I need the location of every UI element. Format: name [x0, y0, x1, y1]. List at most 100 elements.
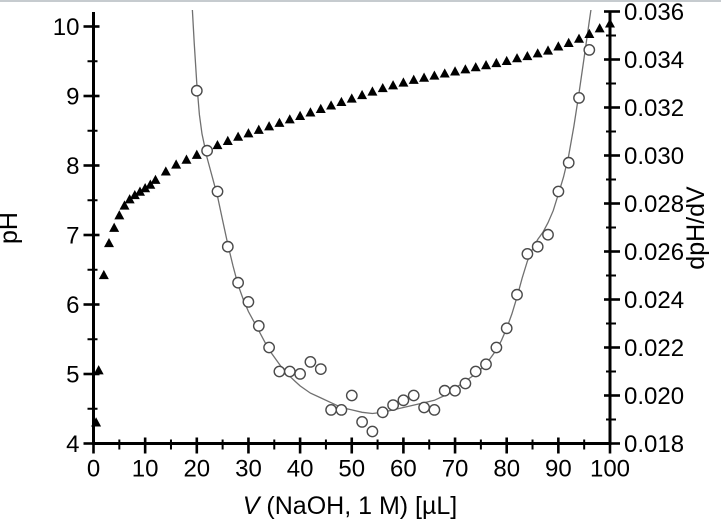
- ph-data-point: [191, 149, 202, 159]
- ph-data-point: [481, 60, 492, 70]
- derivative-data-point: [428, 403, 441, 416]
- derivative-data-point: [511, 288, 523, 301]
- derivative-data-point: [387, 399, 399, 411]
- x-tick-label: 90: [545, 456, 572, 483]
- ph-data-point: [150, 174, 161, 184]
- derivative-data-point: [469, 365, 482, 378]
- x-tick-label: 70: [442, 456, 469, 483]
- derivative-data-point: [273, 365, 286, 378]
- ph-data-point: [114, 210, 125, 220]
- ph-data-point: [584, 28, 595, 38]
- ph-data-point: [264, 121, 275, 131]
- derivative-data-point: [449, 384, 461, 397]
- derivative-data-point: [583, 44, 596, 56]
- ph-data-point: [326, 100, 337, 110]
- y-right-tick-label: 0.018: [624, 431, 684, 458]
- ph-data-point: [429, 70, 440, 80]
- y-right-tick-label: 0.036: [624, 2, 684, 26]
- ph-data-point: [346, 93, 357, 103]
- ph-data-point: [243, 128, 254, 138]
- derivative-data-point: [562, 156, 575, 169]
- ph-data-point: [284, 114, 295, 124]
- x-axis-title-variable: V: [243, 492, 262, 520]
- derivative-data-point: [325, 403, 337, 416]
- derivative-data-point: [552, 185, 565, 198]
- derivative-data-point: [345, 389, 358, 402]
- y-right-tick-label: 0.030: [624, 143, 684, 170]
- y-right-axis-title: dpH/dV: [682, 186, 710, 270]
- derivative-fit-curve: [191, 10, 592, 415]
- derivative-data-point: [201, 144, 214, 157]
- derivative-data-point: [221, 240, 234, 253]
- derivative-data-point: [459, 377, 472, 390]
- ph-data-point: [532, 48, 543, 58]
- derivative-data-point: [242, 295, 255, 308]
- ph-data-point: [222, 135, 233, 145]
- x-axis-title: V (NaOH, 1 M) [µL]: [243, 492, 458, 520]
- derivative-data-point: [480, 358, 492, 371]
- ph-data-point: [129, 189, 140, 200]
- y-right-tick-label: 0.020: [624, 383, 684, 410]
- ph-data-point: [563, 37, 574, 47]
- ph-data-point: [553, 41, 564, 51]
- derivative-data-point: [397, 394, 410, 407]
- derivative-data-point: [418, 401, 430, 414]
- ph-data-point: [124, 194, 135, 204]
- y-left-tick-label: 5: [66, 362, 79, 389]
- derivative-data-point: [232, 276, 245, 289]
- ph-data-point: [450, 66, 461, 76]
- derivative-data-point: [438, 384, 451, 397]
- derivative-data-point: [304, 355, 317, 368]
- ph-data-point: [512, 53, 523, 63]
- x-tick-label: 10: [132, 456, 159, 483]
- x-tick-label: 60: [390, 456, 417, 483]
- x-tick-label: 20: [183, 456, 210, 483]
- ph-data-point: [398, 77, 409, 87]
- ph-data-point: [93, 365, 104, 375]
- ph-data-point: [408, 74, 419, 84]
- ph-data-point: [171, 159, 182, 169]
- ph-data-point: [501, 55, 512, 66]
- derivative-data-point: [407, 389, 420, 402]
- ph-data-point: [91, 417, 102, 427]
- y-left-axis-title: pH: [0, 212, 23, 244]
- ph-data-point: [522, 50, 533, 61]
- ph-data-point: [98, 269, 109, 280]
- y-left-tick-label: 9: [66, 84, 79, 111]
- derivative-data-point: [500, 322, 513, 335]
- derivative-data-point: [314, 363, 327, 375]
- x-tick-label: 40: [287, 456, 314, 483]
- y-left-tick-label: 7: [66, 223, 79, 250]
- x-tick-label: 100: [590, 456, 630, 483]
- derivative-data-point: [366, 425, 379, 438]
- derivative-data-point: [190, 84, 203, 97]
- y-right-tick-label: 0.026: [624, 239, 684, 266]
- derivative-data-point: [335, 403, 348, 416]
- ph-data-point: [543, 45, 554, 55]
- ph-data-point: [134, 186, 145, 196]
- x-tick-label: 80: [493, 456, 520, 483]
- ph-data-point: [419, 72, 430, 82]
- ph-data-point: [253, 124, 264, 134]
- y-right-tick-label: 0.032: [624, 95, 684, 122]
- y-right-tick-label: 0.022: [624, 335, 684, 362]
- x-axis-title-units: (NaOH, 1 M) [µL]: [266, 492, 457, 520]
- x-tick-label: 30: [235, 456, 262, 483]
- ph-data-point: [119, 200, 130, 210]
- derivative-data-point: [252, 319, 265, 332]
- y-left-tick-label: 6: [66, 292, 79, 319]
- ph-data-point: [145, 179, 156, 189]
- ph-data-point: [233, 131, 244, 141]
- derivative-data-point: [490, 341, 503, 354]
- ph-data-point: [274, 117, 285, 127]
- ph-data-point: [315, 103, 326, 114]
- ph-data-point: [357, 89, 368, 100]
- x-tick-label: 0: [87, 456, 100, 483]
- ph-data-point: [109, 222, 120, 232]
- ph-data-point: [295, 110, 306, 120]
- y-left-tick-label: 8: [66, 153, 79, 180]
- x-tick-label: 50: [338, 456, 365, 483]
- derivative-data-point: [356, 415, 368, 428]
